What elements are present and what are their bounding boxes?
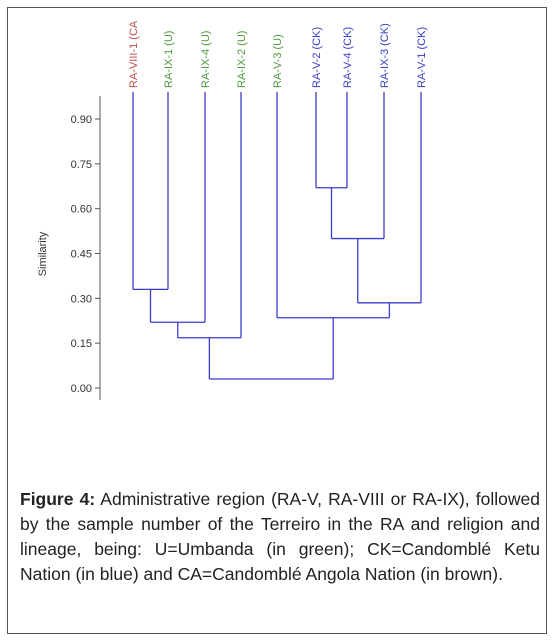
leaf-label: RA-IX-4 (U) [200, 31, 212, 88]
leaf-label: RA-V-2 (CK) [311, 27, 323, 88]
figure-caption: Figure 4: Administrative region (RA-V, R… [20, 487, 540, 587]
y-tick-label: 0.15 [71, 338, 92, 350]
y-axis: 0.90 0.75 0.60 0.45 0.30 0.15 0.00 [71, 96, 101, 400]
leaf-label: RA-V-3 (U) [272, 34, 284, 88]
y-tick-label: 0.30 [71, 293, 92, 305]
y-tick-label: 0.90 [71, 114, 92, 126]
leaf-label: RA-V-1 (CK) [416, 27, 428, 88]
y-tick-label: 0.60 [71, 204, 92, 216]
dendrogram-chart: 0.90 0.75 0.60 0.45 0.30 0.15 0.00 RA-VIII-1 (… [37, 20, 428, 400]
y-tick-label: 0.75 [71, 159, 92, 171]
leaf-label: RA-IX-3 (CK) [379, 23, 391, 88]
dendrogram-links [132, 92, 422, 380]
y-tick-label: 0.00 [71, 383, 92, 395]
figure-frame [7, 7, 547, 634]
y-axis-label: Similarity [37, 231, 49, 276]
leaf-labels: RA-VIII-1 (CA RA-IX-1 (U) RA-IX-4 (U) RA-IX… [128, 20, 428, 88]
leaf-label: RA-VIII-1 (CA [128, 20, 140, 88]
caption-text: Administrative region (RA-V, RA-VIII or … [20, 489, 540, 584]
y-tick-label: 0.45 [71, 249, 92, 261]
caption-prefix: Figure 4: [20, 489, 96, 509]
leaf-label: RA-V-4 (CK) [342, 27, 354, 88]
leaf-label: RA-IX-2 (U) [236, 31, 248, 88]
leaf-label: RA-IX-1 (U) [163, 31, 175, 88]
